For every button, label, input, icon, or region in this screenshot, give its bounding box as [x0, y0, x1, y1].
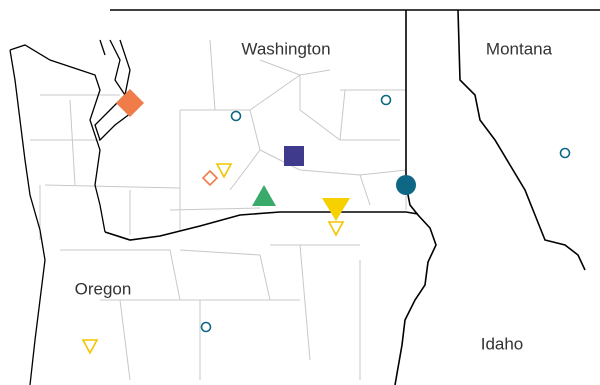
- circle-marker: [230, 110, 242, 122]
- triangle-marker: [215, 163, 233, 179]
- state-label: Oregon: [75, 279, 132, 298]
- labels: Washington Montana Oregon Idaho: [75, 39, 553, 353]
- square-marker: [284, 146, 304, 166]
- circle-marker: [200, 321, 212, 333]
- circle-marker: [559, 147, 571, 159]
- triangle-marker: [327, 221, 345, 237]
- markers: [81, 89, 571, 355]
- state-label: Montana: [486, 39, 553, 58]
- triangle-marker: [322, 198, 350, 221]
- triangle-marker: [252, 185, 276, 206]
- diamond-marker: [201, 169, 219, 187]
- state-label: Idaho: [481, 334, 524, 353]
- circle-marker: [396, 175, 416, 195]
- borders: [104, 9, 600, 385]
- state-label: Washington: [241, 39, 330, 58]
- coastline: [9, 39, 136, 385]
- triangle-marker: [81, 339, 99, 355]
- diamond-marker: [116, 89, 144, 117]
- circle-marker: [380, 94, 392, 106]
